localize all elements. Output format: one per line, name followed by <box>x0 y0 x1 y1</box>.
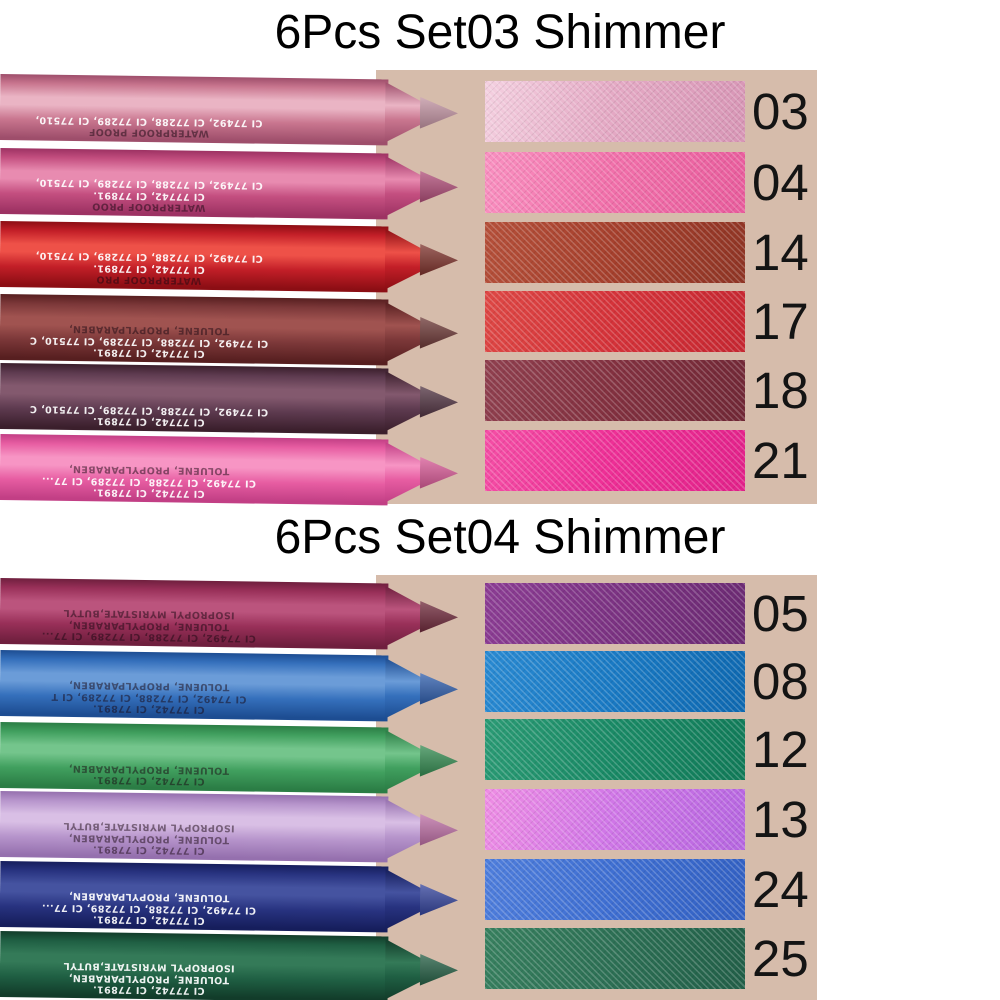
swatch-25 <box>485 928 745 989</box>
swatch-number-24: 24 <box>752 861 809 918</box>
swatch-number-04: 04 <box>752 154 809 211</box>
swatch-number-12: 12 <box>752 721 809 778</box>
pencil-body: CI 77492, CI 77288, CI 77289, CI 77... TO… <box>0 578 389 650</box>
pencil-24: CI 77742, CI 77891. CI 77492, CI 77288, C… <box>0 861 470 934</box>
pencil-17: CI 77742, CI 77891. CI 77492, CI 77288, C… <box>0 294 470 367</box>
pencil-body: WATERPROOF PROO CI 77742, CI 77891. CI 774… <box>0 148 389 220</box>
pencil-04: WATERPROOF PROO CI 77742, CI 77891. CI 774… <box>0 148 470 221</box>
swatch-number-18: 18 <box>752 362 809 419</box>
swatch-08 <box>485 651 745 712</box>
pencil-21: CI 77742, CI 77891. CI 77492, CI 77288, C… <box>0 434 470 507</box>
pencil-14: WATERPROOF PRO CI 77742, CI 77891. CI 7749… <box>0 221 470 294</box>
swatch-04 <box>485 152 745 213</box>
pencil-ingredients-text: CI 77492, CI 77288, CI 77289, CI 77... TO… <box>0 606 304 644</box>
swatch-number-03: 03 <box>752 83 809 140</box>
swatch-number-05: 05 <box>752 585 809 642</box>
pencil-body: CI 77742, CI 77891. CI 77492, CI 77288, C… <box>0 434 389 506</box>
pencil-lead-tip <box>420 167 459 207</box>
pencil-ingredients-text: CI 77742, CI 77891. CI 77492, CI 77288, C… <box>0 889 304 927</box>
swatch-number-13: 13 <box>752 791 809 848</box>
pencil-body: CI 77742, CI 77891. CI 77492, CI 77288, C… <box>0 650 389 722</box>
pencil-lead-tip <box>420 453 459 493</box>
swatch-12 <box>485 719 745 780</box>
pencil-08: CI 77742, CI 77891. CI 77492, CI 77288, C… <box>0 650 470 723</box>
swatch-number-14: 14 <box>752 224 809 281</box>
pencil-lead-tip <box>420 382 459 422</box>
pencil-13: CI 77742, CI 77891. TOLUENE, PROPYLPARABE… <box>0 791 470 864</box>
pencil-body: CI 77742, CI 77891. CI 77492, CI 77288, C… <box>0 363 389 435</box>
pencil-body: CI 77742, CI 77891. TOLUENE, PROPYLPARABE… <box>0 791 389 863</box>
swatch-21 <box>485 430 745 491</box>
pencil-ingredients-text: CI 77742, CI 77891. CI 77492, CI 77288, C… <box>0 462 304 500</box>
swatch-05 <box>485 583 745 644</box>
pencil-ingredients-text: CI 77742, CI 77891. TOLUENE, PROPYLPARABE… <box>0 959 304 997</box>
pencil-ingredients-text: CI 77742, CI 77891. CI 77492, CI 77288, C… <box>0 678 304 716</box>
swatch-number-17: 17 <box>752 293 809 350</box>
swatch-number-21: 21 <box>752 432 809 489</box>
pencil-lead-tip <box>420 93 459 133</box>
pencil-body: CI 77742, CI 77891. CI 77492, CI 77288, C… <box>0 294 389 366</box>
pencil-lead-tip <box>420 240 459 280</box>
pencil-lead-tip <box>420 313 459 353</box>
swatch-number-25: 25 <box>752 930 809 987</box>
set04-title: 6Pcs Set04 Shimmer <box>274 511 726 564</box>
pencil-ingredients-text: WATERPROOF PRO CI 77742, CI 77891. CI 7749… <box>0 249 304 287</box>
pencil-body: CI 77742, CI 77891. CI 77492, CI 77288, C… <box>0 861 389 933</box>
pencil-lead-tip <box>420 597 459 637</box>
swatch-13 <box>485 789 745 850</box>
pencil-lead-tip <box>420 810 459 850</box>
pencil-body: CI 77742, CI 77891. TOLUENE, PROPYLPARABE… <box>0 722 389 794</box>
pencil-lead-tip <box>420 669 459 709</box>
swatch-18 <box>485 360 745 421</box>
swatch-number-08: 08 <box>752 653 809 710</box>
pencil-ingredients-text: CI 77742, CI 77891. TOLUENE, PROPYLPARABE… <box>0 761 304 788</box>
swatch-14 <box>485 222 745 283</box>
pencil-ingredients-text: WATERPROOF PROO CI 77742, CI 77891. CI 774… <box>0 176 304 214</box>
pencil-12: CI 77742, CI 77891. TOLUENE, PROPYLPARABE… <box>0 722 470 795</box>
pencil-ingredients-text: CI 77742, CI 77891. CI 77492, CI 77288, C… <box>0 322 304 360</box>
pencil-ingredients-text: CI 77742, CI 77891. CI 77492, CI 77288, C… <box>0 402 304 429</box>
pencil-body: CI 77742, CI 77891. TOLUENE, PROPYLPARABE… <box>0 931 389 1000</box>
pencil-03: WATERPROOF PROOF CI 77492, CI 77288, CI 7… <box>0 74 470 147</box>
swatch-17 <box>485 291 745 352</box>
pencil-lead-tip <box>420 880 459 920</box>
set03-title: 6Pcs Set03 Shimmer <box>274 6 726 59</box>
pencil-ingredients-text: CI 77742, CI 77891. TOLUENE, PROPYLPARABE… <box>0 819 304 857</box>
pencil-18: CI 77742, CI 77891. CI 77492, CI 77288, C… <box>0 363 470 436</box>
pencil-lead-tip <box>420 950 459 990</box>
pencil-lead-tip <box>420 741 459 781</box>
pencil-body: WATERPROOF PROOF CI 77492, CI 77288, CI 7… <box>0 74 389 146</box>
pencil-ingredients-text: WATERPROOF PROOF CI 77492, CI 77288, CI 7… <box>0 113 304 140</box>
swatch-03 <box>485 81 745 142</box>
pencil-body: WATERPROOF PRO CI 77742, CI 77891. CI 7749… <box>0 221 389 293</box>
swatch-24 <box>485 859 745 920</box>
pencil-25: CI 77742, CI 77891. TOLUENE, PROPYLPARABE… <box>0 931 470 1000</box>
pencil-05: CI 77492, CI 77288, CI 77289, CI 77... TO… <box>0 578 470 651</box>
